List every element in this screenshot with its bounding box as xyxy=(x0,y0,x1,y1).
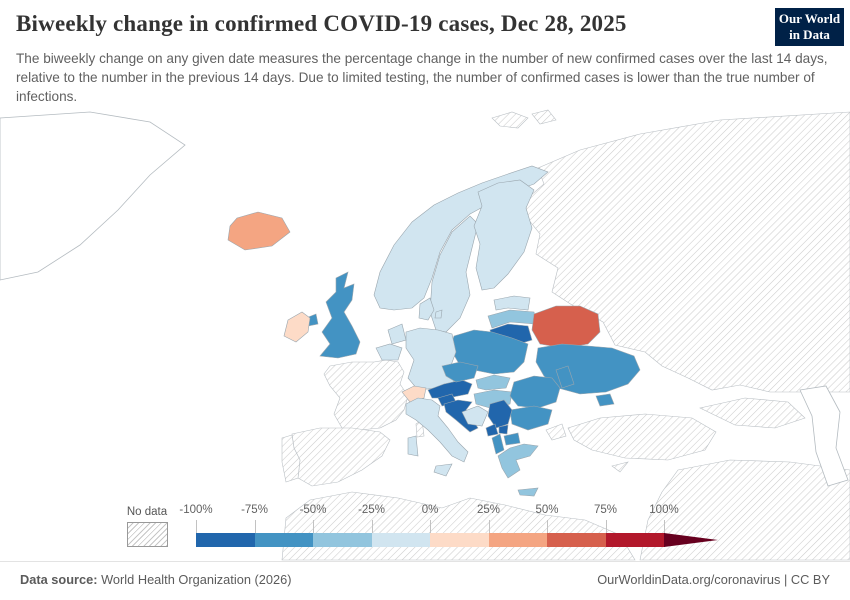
country-italy[interactable] xyxy=(405,397,469,463)
owid-logo-line1: Our World xyxy=(778,10,841,26)
owid-logo-line2: in Data xyxy=(789,27,830,42)
legend-color-segment[interactable] xyxy=(196,533,255,547)
country-norway[interactable] xyxy=(373,165,549,311)
country-north-macedonia[interactable] xyxy=(503,432,521,446)
legend-tick-mark xyxy=(313,520,314,533)
legend-tick-label: -75% xyxy=(241,504,268,516)
legend-tick-label: -25% xyxy=(358,504,385,516)
legend-tick-label: 25% xyxy=(476,504,501,516)
country-kosovo[interactable] xyxy=(498,424,509,435)
country-iceland[interactable] xyxy=(227,211,291,251)
legend-tick-mark xyxy=(488,520,490,533)
legend-tick-label: -50% xyxy=(299,504,327,516)
legend-tick-mark xyxy=(254,520,256,533)
country-bosnia[interactable] xyxy=(461,405,489,427)
country-portugal-no-data[interactable] xyxy=(281,434,301,483)
legend-tick-label: 50% xyxy=(535,504,559,516)
country-france-no-data[interactable] xyxy=(323,359,409,431)
legend-tick-label: 100% xyxy=(649,504,679,516)
country-greece-crete[interactable] xyxy=(517,487,539,497)
country-turkey-no-data[interactable] xyxy=(567,413,717,461)
legend-tick-mark xyxy=(196,520,197,533)
country-united-kingdom[interactable] xyxy=(319,271,361,359)
legend-no-data-label: No data xyxy=(126,506,168,518)
country-belarus[interactable] xyxy=(531,305,601,349)
country-netherlands[interactable] xyxy=(387,323,407,345)
owid-link[interactable]: OurWorldinData.org/coronavirus | CC BY xyxy=(597,572,830,587)
country-denmark[interactable] xyxy=(418,297,435,321)
country-czechia[interactable] xyxy=(441,361,479,383)
country-estonia[interactable] xyxy=(493,295,531,311)
country-slovakia[interactable] xyxy=(475,374,511,391)
owid-logo[interactable]: Our World in Data xyxy=(775,8,844,46)
country-greenland[interactable] xyxy=(0,111,186,281)
legend-color-segment[interactable] xyxy=(371,533,431,547)
country-germany[interactable] xyxy=(405,327,457,391)
country-moldova[interactable] xyxy=(555,365,575,389)
country-italy-sardinia[interactable] xyxy=(407,435,419,457)
data-source-label: Data source: xyxy=(20,572,98,587)
data-source-value: World Health Organization (2026) xyxy=(97,572,292,587)
legend-tick-mark xyxy=(430,520,431,533)
legend-color-segment[interactable] xyxy=(488,533,548,547)
country-turkey-no-data[interactable] xyxy=(545,423,567,441)
country-cyprus-no-data[interactable] xyxy=(611,461,629,473)
country-ukraine-crimea[interactable] xyxy=(595,393,615,407)
svalbard-no-data[interactable] xyxy=(531,109,557,125)
country-ireland[interactable] xyxy=(283,311,311,343)
legend-tick-mark xyxy=(547,520,548,533)
country-russia-no-data[interactable] xyxy=(523,111,850,393)
chart-subtitle: The biweekly change on any given date me… xyxy=(16,51,828,105)
footer: Data source: World Health Organization (… xyxy=(0,561,850,600)
country-bulgaria[interactable] xyxy=(509,405,553,431)
legend-tick-label: 0% xyxy=(421,504,439,516)
legend-color-segment[interactable] xyxy=(254,533,314,547)
legend-color-segment[interactable] xyxy=(605,533,665,547)
country-poland[interactable] xyxy=(449,329,529,375)
caucasus-no-data[interactable] xyxy=(699,397,806,429)
country-greece[interactable] xyxy=(497,443,539,479)
legend-tick-mark xyxy=(371,520,373,533)
svalbard-no-data[interactable] xyxy=(491,111,529,129)
country-spain-no-data[interactable] xyxy=(291,427,391,487)
legend-color-segment[interactable] xyxy=(313,533,372,547)
legend-tick-mark xyxy=(605,520,607,533)
middle-east-no-data[interactable] xyxy=(639,459,850,561)
country-austria[interactable] xyxy=(427,379,473,399)
country-belgium[interactable] xyxy=(375,343,403,361)
page-title: Biweekly change in confirmed COVID-19 ca… xyxy=(16,11,627,36)
country-montenegro[interactable] xyxy=(485,423,499,437)
data-source-text: Data source: World Health Organization (… xyxy=(20,572,291,587)
country-denmark[interactable] xyxy=(434,309,443,319)
map-legend: No data -100% -75% -50% -25% 0% 25% 50% 75% 100% xyxy=(0,503,850,555)
country-albania[interactable] xyxy=(491,433,505,455)
country-romania[interactable] xyxy=(509,375,561,409)
country-finland[interactable] xyxy=(473,179,535,291)
legend-tick-mark xyxy=(664,520,665,533)
legend-color-segment[interactable] xyxy=(547,533,606,547)
caspian-sea xyxy=(799,385,849,487)
legend-no-data-swatch[interactable] xyxy=(127,522,168,547)
country-serbia[interactable] xyxy=(487,399,513,429)
legend-tick-label: -100% xyxy=(179,504,213,516)
legend-arrow-segment[interactable] xyxy=(664,533,718,547)
country-italy-sicily[interactable] xyxy=(433,463,453,477)
legend-tick-label: 75% xyxy=(593,504,618,516)
legend-color-segment[interactable] xyxy=(430,533,489,547)
